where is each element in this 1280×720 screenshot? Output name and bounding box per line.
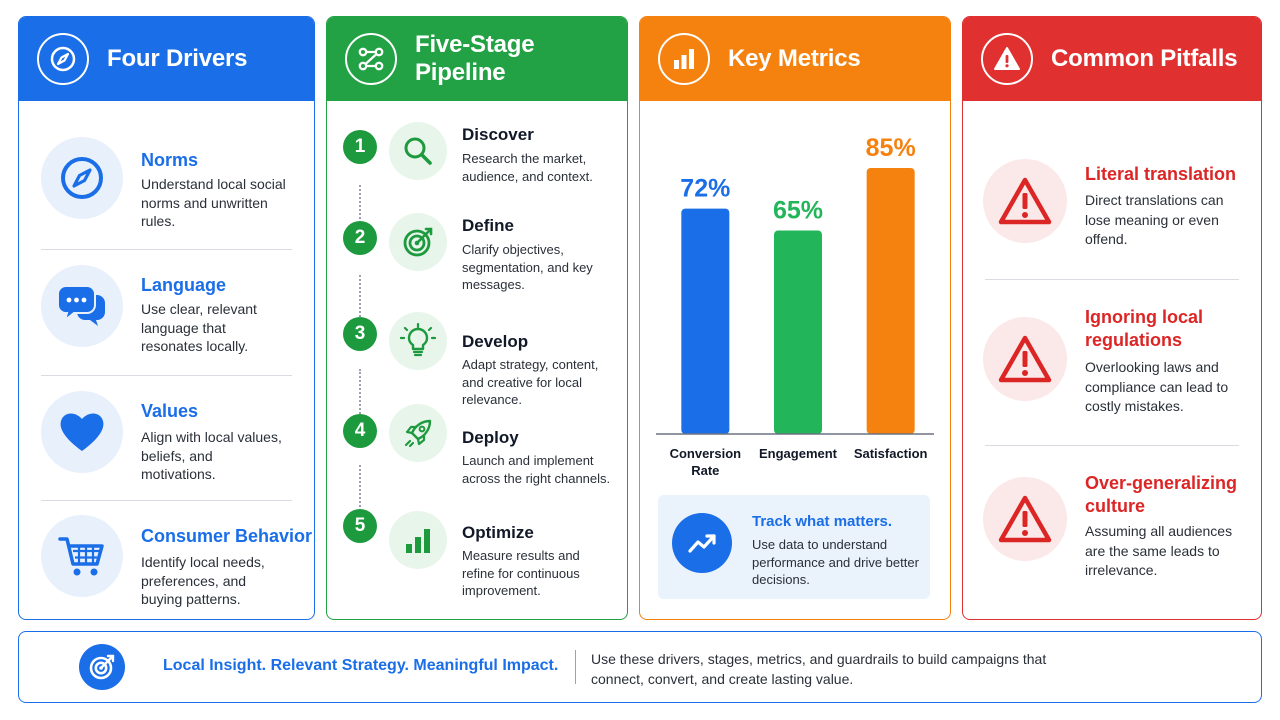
- data-label: 85%: [866, 134, 916, 162]
- category-label: Satisfaction: [854, 446, 928, 461]
- footer-desc: Use these drivers, stages, metrics, and …: [591, 651, 1047, 687]
- divider: [41, 500, 292, 501]
- rocket-icon: [389, 404, 447, 462]
- stage-number: 3: [343, 317, 377, 351]
- driver-values: Values Align with local values, beliefs,…: [19, 376, 314, 500]
- data-label: 65%: [773, 197, 823, 225]
- pitfall-title: Ignoring local regulations: [1085, 307, 1204, 350]
- drivers-card: Four Drivers Norms Understand local soci…: [18, 16, 315, 620]
- warning-icon: [983, 159, 1067, 243]
- pipeline-flow-icon: [345, 33, 397, 85]
- connector: [359, 275, 361, 333]
- connector: [359, 465, 361, 523]
- bar-satisfaction: [866, 167, 915, 434]
- driver-title: Language: [141, 275, 227, 295]
- pipeline-title: Five-Stage Pipeline: [415, 31, 535, 86]
- stage-title: Deploy: [462, 428, 519, 447]
- stage-title: Discover: [462, 125, 534, 144]
- pitfalls-header: Common Pitfalls: [963, 17, 1261, 101]
- pitfalls-title: Common Pitfalls: [1051, 45, 1238, 72]
- driver-desc: Identify local needs, preferences, and b…: [141, 554, 265, 607]
- stage-number: 5: [343, 509, 377, 543]
- trend-up-icon: [672, 513, 732, 573]
- divider: [985, 279, 1239, 280]
- stage-title: Develop: [462, 332, 529, 351]
- pitfalls-card: Common Pitfalls Literal translation Dire…: [962, 16, 1262, 620]
- bar-conversion-rate: [681, 208, 730, 434]
- stage-desc: Launch and implement across the right ch…: [462, 453, 611, 486]
- divider: [575, 650, 576, 684]
- warning-icon: [981, 33, 1033, 85]
- shopping-cart-icon: [41, 515, 123, 597]
- chat-bubbles-icon: [41, 265, 123, 347]
- metrics-title: Key Metrics: [728, 45, 861, 72]
- stage-number: 4: [343, 414, 377, 448]
- warning-icon: [983, 477, 1067, 561]
- stage-desc: Clarify objectives, segmentation, and ke…: [462, 242, 593, 292]
- pipeline-card: Five-Stage Pipeline 1 Discover Research …: [326, 16, 628, 620]
- category-label: Engagement: [759, 446, 838, 461]
- drivers-header: Four Drivers: [19, 17, 314, 101]
- stage-number: 1: [343, 130, 377, 164]
- target-icon: [79, 644, 125, 690]
- driver-language: Language Use clear, relevant language th…: [19, 250, 314, 374]
- magnifier-icon: [389, 122, 447, 180]
- stage-title: Define: [462, 216, 514, 235]
- stage-desc: Adapt strategy, content, and creative fo…: [462, 357, 599, 407]
- target-icon: [389, 213, 447, 271]
- lightbulb-icon: [389, 312, 447, 370]
- stage-number: 2: [343, 221, 377, 255]
- pitfall-desc: Overlooking laws and compliance can lead…: [1085, 359, 1229, 414]
- data-label: 72%: [680, 175, 730, 203]
- divider: [985, 445, 1239, 446]
- compass-icon: [41, 137, 123, 219]
- connector: [359, 369, 361, 429]
- stage-desc: Measure results and refine for continuou…: [462, 548, 580, 598]
- driver-desc: Use clear, relevant language that resona…: [141, 301, 257, 354]
- stage-desc: Research the market, audience, and conte…: [462, 151, 593, 184]
- pitfall-title: Literal translation: [1085, 164, 1237, 184]
- pitfall-desc: Assuming all audiences are the same lead…: [1085, 523, 1233, 578]
- pitfall-title: Over-generalizing culture: [1085, 473, 1238, 516]
- driver-title: Norms: [141, 150, 199, 170]
- footer-banner: Local Insight. Relevant Strategy. Meanin…: [18, 631, 1262, 703]
- connector: [359, 185, 361, 247]
- drivers-title: Four Drivers: [107, 45, 248, 72]
- track-desc: Use data to understand performance and d…: [752, 537, 919, 587]
- compass-icon: [37, 33, 89, 85]
- heart-icon: [41, 391, 123, 473]
- bar-chart-icon: [658, 33, 710, 85]
- divider: [41, 375, 292, 376]
- stage-title: Optimize: [462, 523, 534, 542]
- track-callout: Track what matters. Use data to understa…: [658, 495, 930, 599]
- warning-icon: [983, 317, 1067, 401]
- driver-desc: Understand local social norms and unwrit…: [141, 176, 286, 229]
- metrics-card: Key Metrics 72% Conversion Rate 65% Engageme…: [639, 16, 951, 620]
- driver-consumer-behavior: Consumer Behavior Identify local needs, …: [19, 501, 314, 619]
- metrics-bar-chart: 72% Conversion Rate 65% Engagement 85% Satisfa…: [656, 134, 934, 478]
- bar-engagement: [774, 230, 822, 434]
- driver-desc: Align with local values, beliefs, and mo…: [141, 429, 282, 482]
- driver-title: Consumer Behavior: [141, 526, 313, 546]
- category-label: Rate: [691, 463, 719, 478]
- pipeline-header: Five-Stage Pipeline: [327, 17, 627, 101]
- pitfall-desc: Direct translations can lose meaning or …: [1085, 192, 1224, 247]
- bar-chart-icon: [389, 511, 447, 569]
- category-label: Conversion: [670, 446, 742, 461]
- driver-norms: Norms Understand local social norms and …: [19, 125, 314, 249]
- driver-title: Values: [141, 401, 199, 421]
- metrics-header: Key Metrics: [640, 17, 950, 101]
- footer-tagline: Local Insight. Relevant Strategy. Meanin…: [163, 657, 559, 674]
- divider: [41, 249, 292, 250]
- track-title: Track what matters.: [752, 513, 893, 530]
